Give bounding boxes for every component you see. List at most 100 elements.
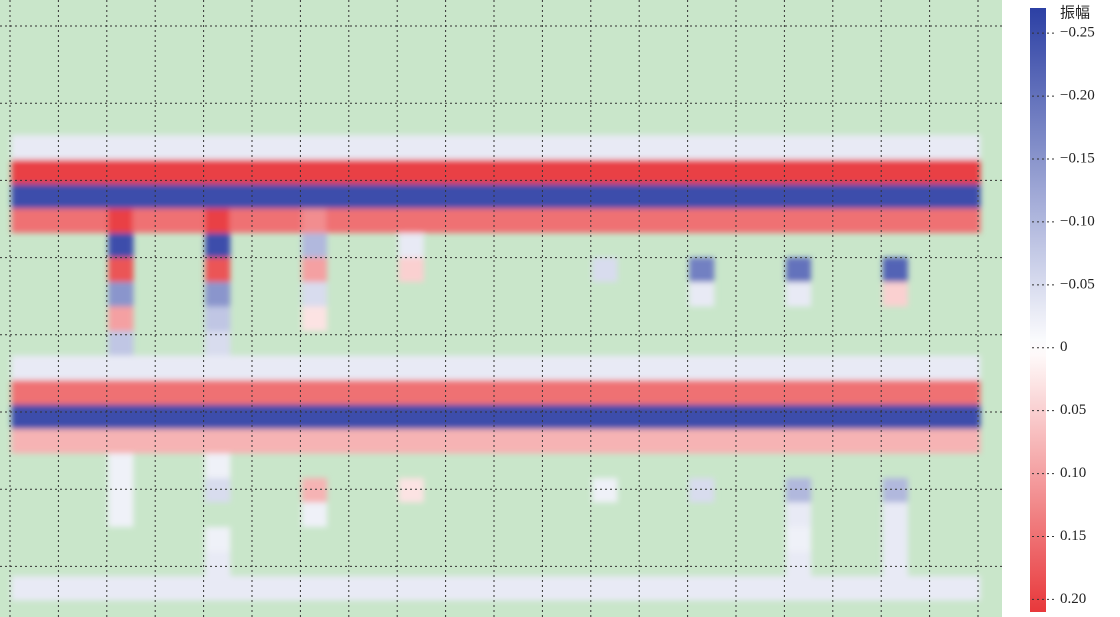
cell — [617, 380, 642, 405]
cell — [762, 380, 787, 405]
cell — [205, 233, 230, 258]
cell — [229, 405, 254, 430]
cell — [641, 184, 666, 209]
cell — [278, 429, 303, 454]
cell — [810, 135, 835, 160]
cell — [302, 135, 327, 160]
cell — [302, 478, 327, 503]
cell — [762, 135, 787, 160]
cell — [12, 405, 37, 430]
cell — [931, 356, 956, 381]
cell — [399, 576, 424, 601]
cell — [278, 380, 303, 405]
cell — [326, 209, 351, 234]
cell — [665, 429, 690, 454]
cell — [859, 209, 884, 234]
cell — [786, 503, 811, 528]
cell — [907, 184, 932, 209]
cell — [520, 405, 545, 430]
cell — [278, 576, 303, 601]
cell — [955, 405, 980, 430]
cell — [665, 184, 690, 209]
cell — [665, 405, 690, 430]
cell — [108, 282, 133, 307]
cell — [883, 209, 908, 234]
cell — [157, 405, 182, 430]
cell — [810, 380, 835, 405]
cell — [350, 405, 375, 430]
cell — [157, 380, 182, 405]
cell — [496, 135, 521, 160]
cell — [689, 429, 714, 454]
cell — [375, 135, 400, 160]
cell — [60, 405, 85, 430]
cell — [60, 576, 85, 601]
cell — [375, 576, 400, 601]
cell — [520, 135, 545, 160]
cell — [423, 380, 448, 405]
cell — [568, 356, 593, 381]
cell — [254, 184, 279, 209]
cell — [592, 135, 617, 160]
cell — [254, 576, 279, 601]
cell — [786, 258, 811, 283]
cell — [84, 429, 109, 454]
cell — [447, 405, 472, 430]
cell — [302, 209, 327, 234]
cell — [883, 356, 908, 381]
cell — [108, 356, 133, 381]
cell — [302, 380, 327, 405]
cell — [447, 209, 472, 234]
cell — [157, 184, 182, 209]
cell — [205, 307, 230, 332]
cell — [326, 380, 351, 405]
cell — [689, 209, 714, 234]
cell — [84, 135, 109, 160]
colorbar-tick-label: −0.25 — [1060, 25, 1095, 41]
cell — [617, 576, 642, 601]
cell — [181, 576, 206, 601]
cell — [36, 356, 61, 381]
cell — [689, 184, 714, 209]
cell — [133, 184, 158, 209]
cell — [641, 135, 666, 160]
cell — [254, 209, 279, 234]
cell — [689, 356, 714, 381]
colorbar-tick-label: −0.15 — [1060, 150, 1095, 166]
cell — [181, 160, 206, 185]
cell — [108, 454, 133, 479]
cell — [157, 209, 182, 234]
cell — [786, 282, 811, 307]
cell — [423, 405, 448, 430]
plot-background — [0, 0, 1002, 617]
cell — [496, 356, 521, 381]
cell — [883, 503, 908, 528]
cell — [447, 429, 472, 454]
cell — [399, 380, 424, 405]
cell — [60, 209, 85, 234]
cell — [375, 429, 400, 454]
cell — [36, 209, 61, 234]
cell — [738, 576, 763, 601]
colorbar — [1030, 8, 1046, 612]
cell — [762, 576, 787, 601]
cell — [665, 135, 690, 160]
colorbar-tick-label: 0 — [1060, 339, 1068, 355]
cell — [568, 576, 593, 601]
cell — [375, 209, 400, 234]
cell — [36, 184, 61, 209]
cell — [592, 576, 617, 601]
cell — [568, 135, 593, 160]
cell — [810, 576, 835, 601]
cell — [859, 429, 884, 454]
cell — [883, 527, 908, 552]
cell — [229, 576, 254, 601]
cell — [350, 184, 375, 209]
cell — [738, 429, 763, 454]
colorbar-tick-label: −0.10 — [1060, 213, 1095, 229]
cell — [447, 135, 472, 160]
cell — [471, 135, 496, 160]
cell — [544, 356, 569, 381]
cell — [229, 356, 254, 381]
cell — [326, 160, 351, 185]
